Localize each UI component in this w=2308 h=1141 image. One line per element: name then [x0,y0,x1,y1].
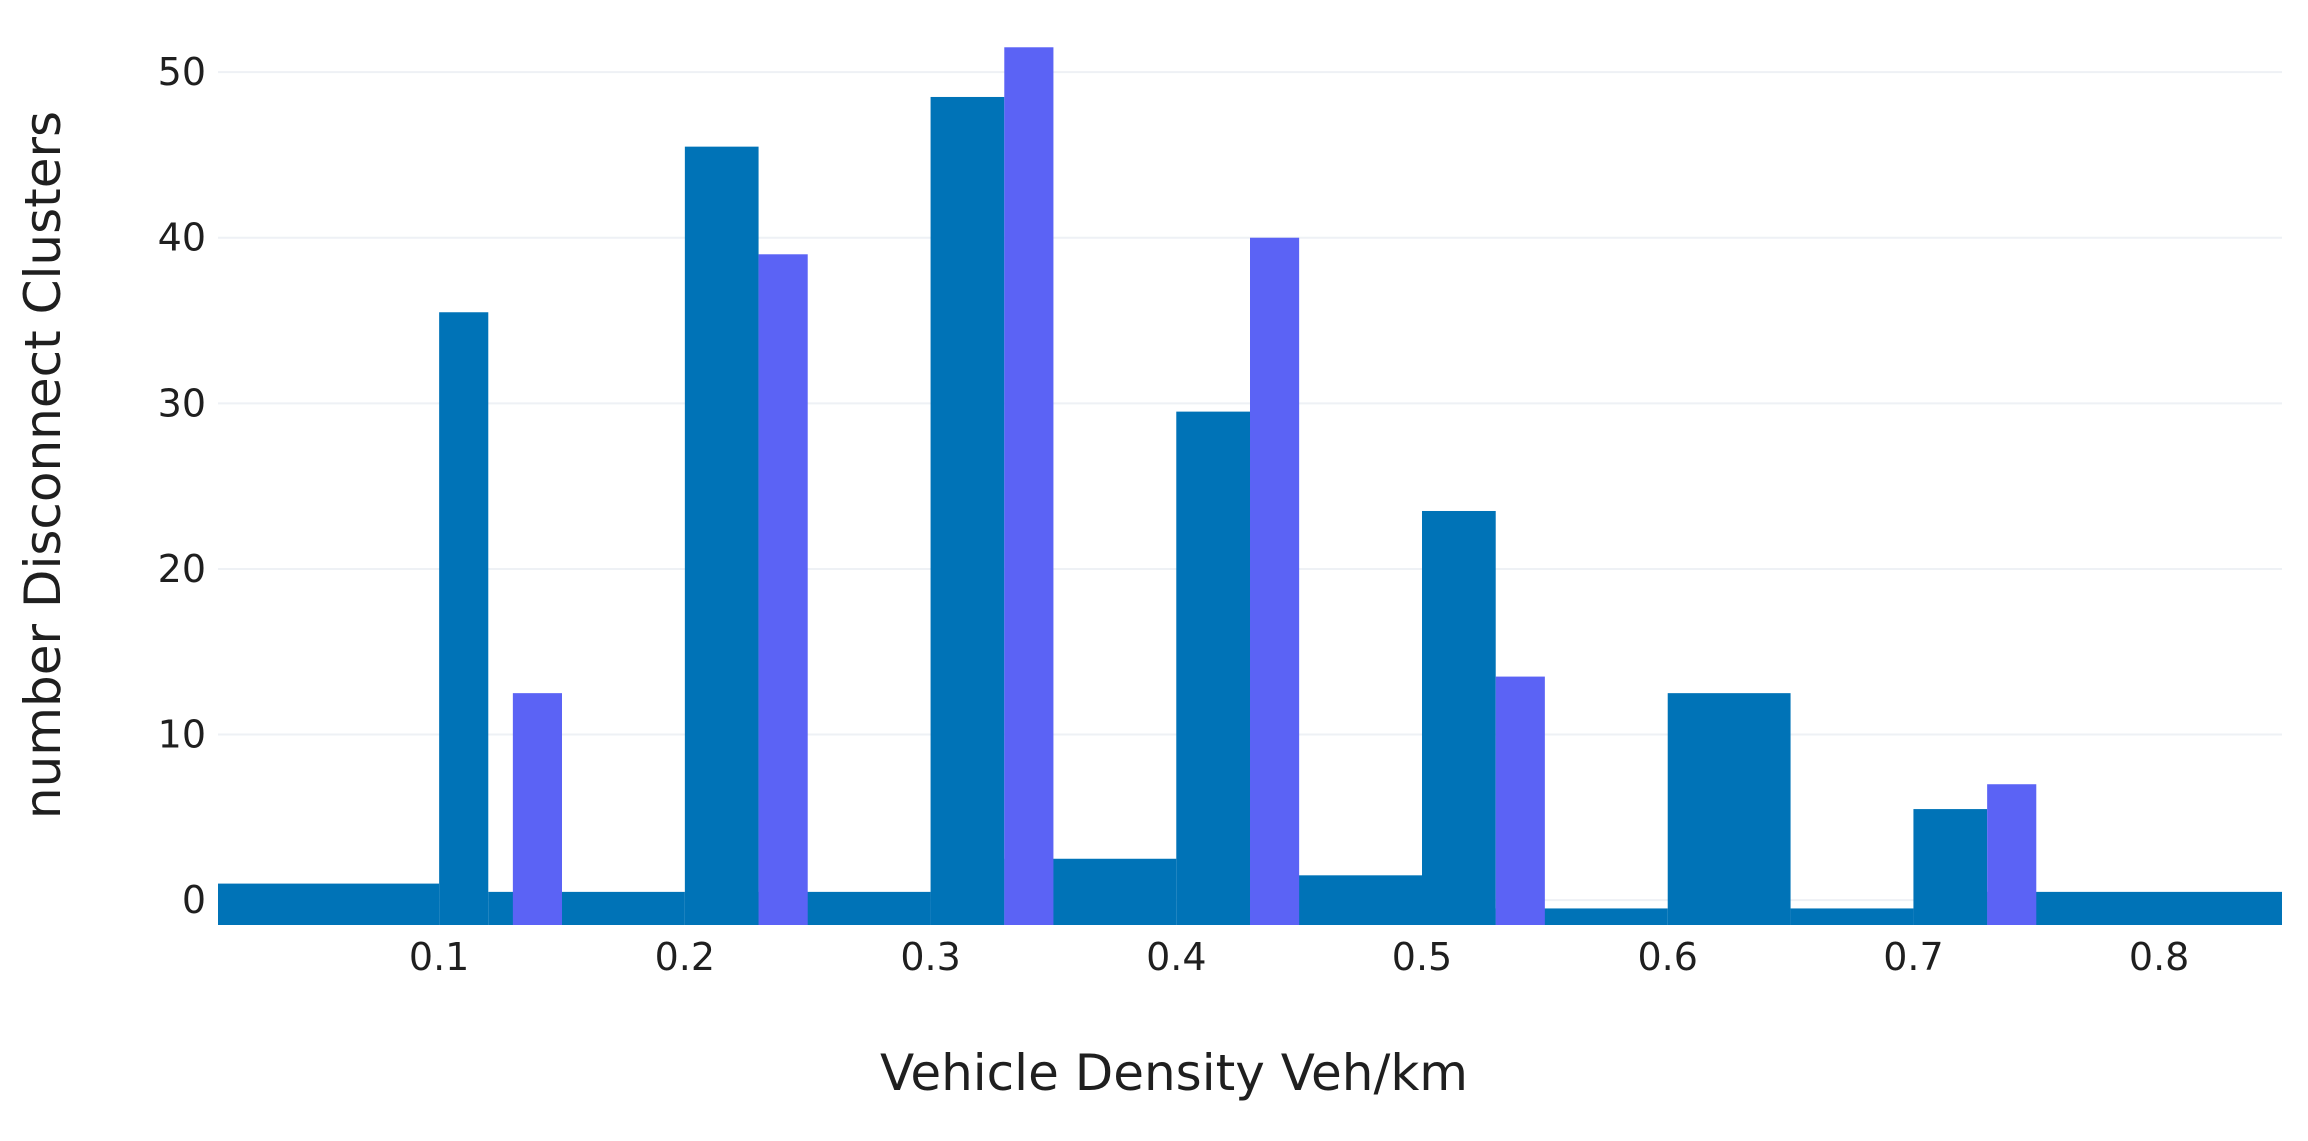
x-axis-ticks: 0.1 0.2 0.3 0.4 0.5 0.6 0.7 0.8 [409,935,2189,979]
bar-series-1 [1913,809,1988,925]
bar-series-2 [758,254,808,925]
bar-series-1 [1790,908,1914,925]
x-tick-label: 0.3 [900,935,960,979]
bar-series-1 [684,146,759,925]
bar-series-1 [1176,411,1250,925]
bar-series-2 [512,693,562,925]
y-tick-label: 40 [158,216,206,260]
bars [218,47,2282,926]
y-tick-label: 30 [158,381,206,425]
x-tick-label: 0.8 [2129,935,2189,979]
x-tick-label: 0.1 [409,935,469,979]
y-tick-label: 20 [158,547,206,591]
x-tick-label: 0.5 [1392,935,1452,979]
x-axis-label: Vehicle Density Veh/km [880,1044,1468,1102]
x-tick-label: 0.7 [1883,935,1943,979]
bar-series-1 [1422,510,1496,925]
bar-series-1 [930,96,1005,925]
bar-series-1 [439,312,489,926]
x-tick-label: 0.4 [1146,935,1206,979]
x-tick-label: 0.6 [1637,935,1697,979]
bar-series-2 [1250,237,1300,925]
bar-series-2 [1004,47,1054,925]
y-tick-label: 50 [158,50,206,94]
bar-series-2 [1987,784,2037,925]
y-axis-label: number Disconnect Clusters [14,111,72,819]
x-tick-label: 0.2 [655,935,715,979]
bar-series-2 [1495,676,1545,925]
bar-series-1 [1667,693,1791,925]
bar-series-1 [218,883,440,925]
y-tick-label: 10 [158,713,206,757]
y-tick-label: 0 [182,878,206,922]
y-axis-ticks: 0 10 20 30 40 50 [158,50,206,922]
